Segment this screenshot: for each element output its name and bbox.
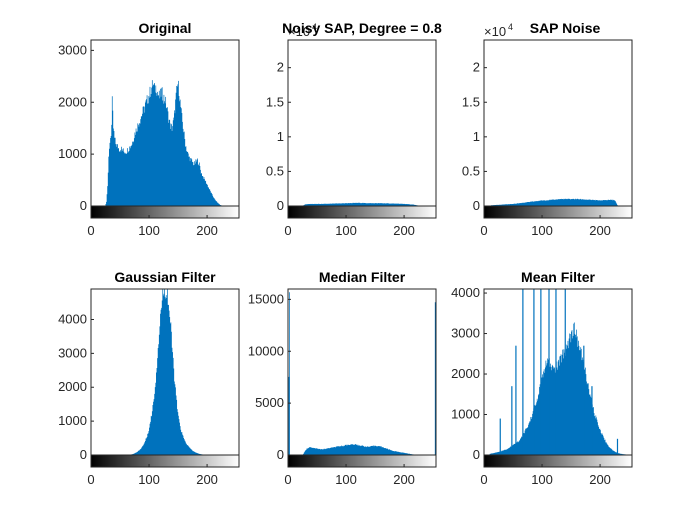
y-tick-label: 1 — [277, 129, 284, 144]
y-tick-label: 3000 — [451, 326, 480, 341]
chart-title: SAP Noise — [530, 20, 601, 36]
intensity-colorbar — [483, 205, 633, 219]
x-tick-label: 0 — [284, 223, 291, 238]
y-tick-label: 2000 — [451, 366, 480, 381]
y-ticks: 0 1000 2000 3000 — [58, 42, 94, 213]
y-tick-label: 4000 — [451, 285, 480, 300]
y-tick-label: 15000 — [248, 291, 284, 306]
y-tick-label: 1.5 — [462, 94, 480, 109]
y-tick-label: 2000 — [58, 379, 87, 394]
y-tick-label: 0 — [80, 447, 87, 462]
colorbar-3: 0 100 200 — [480, 205, 633, 238]
y-exponent-value: 4 — [508, 22, 513, 32]
histogram-bars — [489, 322, 633, 455]
x-tick-label: 100 — [138, 472, 160, 487]
x-tick-label: 200 — [589, 223, 611, 238]
subplot-gaussian: 0 1000 2000 3000 4000 Gaussian Filter — [58, 269, 240, 462]
histogram-bars — [105, 80, 225, 206]
bars — [105, 80, 225, 206]
intensity-colorbar — [90, 454, 240, 468]
x-tick-label: 200 — [589, 472, 611, 487]
y-tick-label: 0 — [473, 198, 480, 213]
chart-title: Original — [139, 20, 192, 36]
y-tick-label: 4000 — [58, 311, 87, 326]
x-tick-label: 0 — [480, 472, 487, 487]
x-tick-label: 200 — [196, 223, 218, 238]
y-tick-label: 1.5 — [266, 94, 284, 109]
y-tick-label: 1000 — [451, 407, 480, 422]
intensity-colorbar — [90, 205, 240, 219]
y-tick-label: 1000 — [58, 413, 87, 428]
y-tick-label: 0 — [277, 447, 284, 462]
x-tick-label: 0 — [480, 223, 487, 238]
y-exponent-label: ×10 4 — [484, 22, 513, 39]
colorbar-5: 0 100 200 — [284, 454, 437, 487]
x-tick-label: 100 — [335, 223, 357, 238]
bars — [301, 202, 422, 206]
chart-title: Noisy SAP, Degree = 0.8 — [282, 20, 442, 36]
chart-title: Gaussian Filter — [114, 269, 216, 285]
y-tick-label: 5000 — [255, 395, 284, 410]
y-ticks: 0 0.5 1 1.5 2 — [266, 60, 291, 213]
y-tick-label: 0.5 — [266, 163, 284, 178]
intensity-colorbar — [483, 454, 633, 468]
subplot-mean: 0 1000 2000 3000 4000 Mean Filter — [451, 269, 633, 462]
bars — [126, 289, 208, 455]
y-tick-label: 2000 — [58, 94, 87, 109]
y-exponent-value: 4 — [312, 22, 317, 32]
y-ticks: 0 0.5 1 1.5 2 — [462, 60, 487, 213]
y-ticks: 0 5000 10000 15000 — [248, 291, 291, 462]
subplot-noisy: 0 0.5 1 1.5 2 ×10 4 Noisy SAP, Degree = 0.8 — [266, 20, 442, 213]
y-tick-label: 1 — [473, 129, 480, 144]
x-tick-label: 100 — [138, 223, 160, 238]
y-tick-label: 0 — [473, 447, 480, 462]
x-tick-label: 200 — [393, 472, 415, 487]
subplot-sap-noise: 0 0.5 1 1.5 2 ×10 4 SAP Noise — [462, 20, 633, 213]
subplot-median: 0 5000 10000 15000 Median Filter — [248, 269, 437, 462]
bars — [489, 289, 633, 455]
x-tick-label: 100 — [531, 472, 553, 487]
x-tick-label: 200 — [393, 223, 415, 238]
x-tick-label: 0 — [87, 223, 94, 238]
chart-title: Mean Filter — [521, 269, 595, 285]
y-tick-label: 1000 — [58, 146, 87, 161]
x-tick-label: 0 — [284, 472, 291, 487]
colorbar-1: 0 100 200 — [87, 205, 240, 238]
x-tick-label: 100 — [335, 472, 357, 487]
y-tick-label: 10000 — [248, 343, 284, 358]
x-tick-label: 0 — [87, 472, 94, 487]
y-tick-label: 2 — [473, 60, 480, 75]
y-tick-label: 0.5 — [462, 163, 480, 178]
intensity-colorbar — [287, 454, 437, 468]
x-tick-label: 100 — [531, 223, 553, 238]
x-tick-label: 200 — [196, 472, 218, 487]
bars — [489, 198, 618, 206]
svg-text:×10: ×10 — [288, 24, 310, 39]
svg-text:×10: ×10 — [484, 24, 506, 39]
y-tick-label: 3000 — [58, 345, 87, 360]
y-ticks: 0 1000 2000 3000 4000 — [58, 311, 94, 462]
histogram-bars — [489, 198, 618, 206]
y-exponent-label: ×10 4 — [288, 22, 317, 39]
y-tick-label: 2 — [277, 60, 284, 75]
colorbar-2: 0 100 200 — [284, 205, 437, 238]
histogram-bars — [126, 289, 208, 455]
chart-title: Median Filter — [319, 269, 406, 285]
y-tick-label: 3000 — [58, 42, 87, 57]
y-tick-label: 0 — [277, 198, 284, 213]
intensity-colorbar — [287, 205, 437, 219]
colorbar-6: 0 100 200 — [480, 454, 633, 487]
colorbar-4: 0 100 200 — [87, 454, 240, 487]
y-ticks: 0 1000 2000 3000 4000 — [451, 285, 487, 462]
y-tick-label: 0 — [80, 198, 87, 213]
histogram-bars — [301, 202, 422, 206]
